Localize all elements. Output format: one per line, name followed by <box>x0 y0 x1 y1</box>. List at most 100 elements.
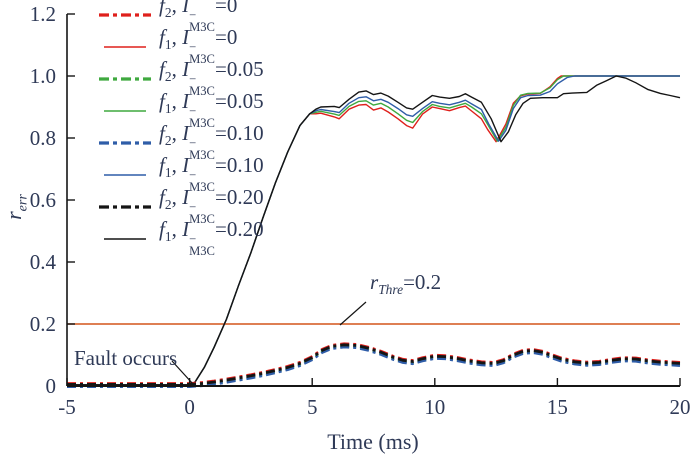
legend-current-sup-sub: − M3C <box>189 71 215 99</box>
legend-label-part: 2 <box>164 197 172 213</box>
legend-label-part: 2 <box>164 5 172 21</box>
legend-label-part: 0 <box>226 0 238 18</box>
legend-label-part: − <box>189 103 197 118</box>
legend-label-part: 2 <box>164 133 172 149</box>
legend-current-sup-sub: − M3C <box>189 39 215 67</box>
legend-label-part: f <box>159 217 165 242</box>
threshold-annotation-sub: Thre <box>378 282 404 298</box>
legend-label-part: − <box>189 167 197 182</box>
legend-label-part: 0.10 <box>226 121 264 146</box>
legend-label-part: , <box>171 89 183 114</box>
legend-label-part: f <box>159 89 165 114</box>
legend-label-part: − <box>189 71 197 86</box>
legend-current-sup-sub: − M3C <box>189 199 215 227</box>
legend-label-part: − <box>189 199 197 214</box>
legend-label-part: − <box>189 39 197 54</box>
legend-item-label: f2, I − M3C =0.10 <box>159 123 264 162</box>
legend-solid-line-swatch <box>104 110 146 112</box>
legend-label-part: M3C <box>189 20 215 35</box>
legend-label-part: f <box>159 121 165 146</box>
legend-label-part: = <box>214 121 227 146</box>
legend-label-part: f <box>159 185 165 210</box>
legend-current-sup-sub: − M3C <box>189 8 215 35</box>
legend-label-part: = <box>214 57 227 82</box>
threshold-annotation-value: =0.2 <box>403 270 442 294</box>
y-axis-label-sub: err <box>14 194 31 212</box>
legend-current-sup-sub: − M3C <box>189 135 215 163</box>
legend-item: f1, I − M3C =0.10 <box>98 155 264 194</box>
legend-label-part: , <box>171 0 183 18</box>
legend-label-part: , <box>171 217 183 242</box>
legend-label-part: f <box>159 25 165 50</box>
legend-item: f1, I − M3C =0.20 <box>98 219 264 258</box>
legend-label-part: I <box>182 25 190 50</box>
legend-label-part: , <box>171 185 183 210</box>
legend-label-part: = <box>214 185 227 210</box>
legend-label-part: I <box>182 153 190 178</box>
legend-label-part: , <box>171 153 183 178</box>
legend-label-part: f <box>159 0 165 18</box>
legend-label-part: M3C <box>189 180 215 195</box>
x-tick-label: 10 <box>424 395 446 419</box>
legend-label-part: f <box>159 57 165 82</box>
x-tick-label: 5 <box>306 395 318 419</box>
legend-label-part: = <box>214 89 227 114</box>
legend-label-part: I <box>182 121 190 146</box>
legend-label-part: M3C <box>189 212 215 227</box>
legend-solid-line-swatch <box>104 238 146 240</box>
legend-item-label: f1, I − M3C =0.10 <box>159 155 264 194</box>
legend-label-part: I <box>182 57 190 82</box>
legend-label-part: 1 <box>164 37 172 53</box>
y-tick-label: 1.2 <box>29 2 56 26</box>
legend-dashdot-line-swatch <box>99 13 151 17</box>
y-tick-label: 0.8 <box>29 126 56 150</box>
legend-label-part: 0 <box>226 25 238 50</box>
legend-label-part: = <box>214 25 227 50</box>
legend-label-part: − <box>189 231 197 246</box>
legend-solid-line-swatch <box>104 174 146 176</box>
legend-current-sup-sub: − M3C <box>189 231 215 259</box>
legend-label-part: 2 <box>164 69 172 85</box>
y-tick-label: 0.2 <box>29 312 56 336</box>
legend-label-part: = <box>214 217 227 242</box>
legend-current-sup-sub: − M3C <box>189 103 215 131</box>
x-axis-label: Time (ms) <box>327 429 419 454</box>
legend-item: f2, I − M3C =0.20 <box>98 187 264 226</box>
legend-item-label: f2, I − M3C =0.20 <box>159 187 264 226</box>
legend-label-part: M3C <box>189 52 215 67</box>
fault-occurs-annotation: Fault occurs <box>74 346 178 370</box>
legend-dashdot-line-swatch <box>99 205 151 209</box>
legend-label-part: I <box>182 217 190 242</box>
y-axis-label-base: r <box>1 211 26 220</box>
legend-item-label: f2, I − M3C =0.05 <box>159 59 264 98</box>
legend-item-label: f1, I − M3C =0.05 <box>159 91 264 130</box>
y-axis-label: rerr <box>1 167 31 247</box>
legend-label-part: 1 <box>164 101 172 117</box>
legend-label-part: 0.10 <box>226 153 264 178</box>
y-tick-label: 0.4 <box>29 250 56 274</box>
legend-label-part: = <box>214 0 227 18</box>
series-line <box>67 75 681 386</box>
series-line <box>67 343 681 386</box>
legend-dashdot-line-swatch <box>99 77 151 81</box>
legend-label-part: M3C <box>189 148 215 163</box>
threshold-annotation: rThre=0.2 <box>370 270 441 298</box>
legend-label-part: 1 <box>164 165 172 181</box>
legend-label-part: − <box>189 135 197 150</box>
legend-label-part: , <box>171 57 183 82</box>
legend-label-part: I <box>182 0 190 18</box>
legend-solid-line-swatch <box>104 46 146 48</box>
y-tick-label: 0 <box>45 374 57 398</box>
legend-label-part: f <box>159 153 165 178</box>
legend-label-part: M3C <box>189 116 215 131</box>
legend-label-part: I <box>182 89 190 114</box>
legend-item: f2, I − M3C =0.05 <box>98 59 264 98</box>
threshold-leader-line <box>339 301 367 326</box>
legend-label-part: , <box>171 25 183 50</box>
legend-label-part: 0.20 <box>226 185 264 210</box>
legend-label-part: 0.05 <box>226 89 264 114</box>
threshold-annotation-base: r <box>370 270 379 294</box>
legend-item-label: f2, I − M3C =0 <box>159 0 237 35</box>
legend-current-sup-sub: − M3C <box>189 167 215 195</box>
